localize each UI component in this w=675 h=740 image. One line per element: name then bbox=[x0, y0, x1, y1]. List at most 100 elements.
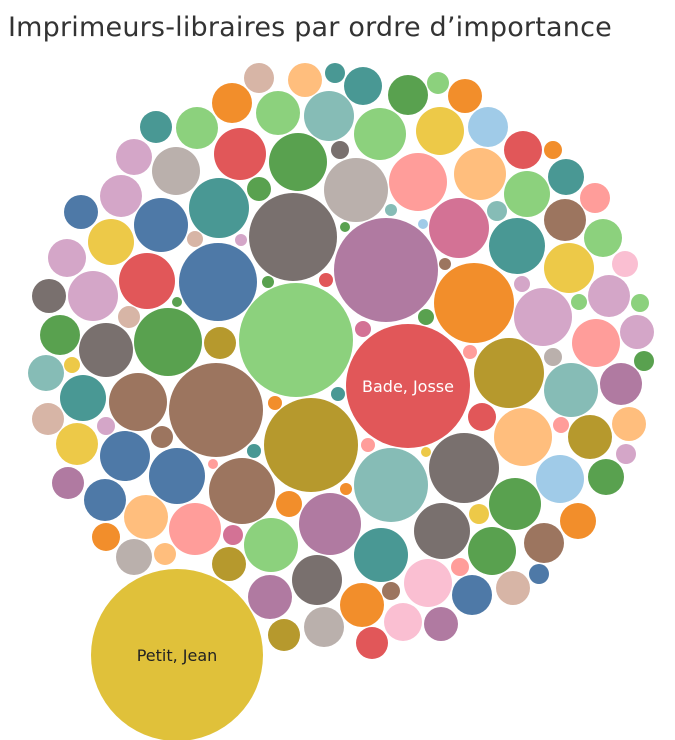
bubble bbox=[584, 219, 622, 257]
bubble bbox=[429, 433, 499, 503]
bubble bbox=[544, 348, 562, 366]
bubble bbox=[468, 107, 508, 147]
bubble bbox=[134, 198, 188, 252]
bubble bbox=[134, 308, 202, 376]
bubble bbox=[496, 571, 530, 605]
bubble bbox=[514, 276, 530, 292]
chart-title: Imprimeurs-libraires par ordre d’importa… bbox=[8, 12, 612, 43]
bubble bbox=[514, 288, 572, 346]
bubble bbox=[354, 528, 408, 582]
bubble-bade-josse bbox=[346, 324, 470, 448]
bubble bbox=[52, 467, 84, 499]
bubble bbox=[208, 459, 218, 469]
bubble bbox=[544, 363, 598, 417]
bubble bbox=[176, 107, 218, 149]
bubble bbox=[416, 107, 464, 155]
bubble bbox=[489, 218, 545, 274]
bubble bbox=[600, 363, 642, 405]
bubble bbox=[487, 201, 507, 221]
bubble bbox=[244, 518, 298, 572]
bubble bbox=[334, 218, 438, 322]
bubble bbox=[553, 417, 569, 433]
bubble bbox=[544, 199, 586, 241]
bubble bbox=[223, 525, 243, 545]
bubble bbox=[100, 431, 150, 481]
bubble bbox=[454, 148, 506, 200]
bubble bbox=[421, 447, 431, 457]
bubble bbox=[84, 479, 126, 521]
bubble bbox=[580, 183, 610, 213]
bubble bbox=[100, 175, 142, 217]
bubble bbox=[88, 219, 134, 265]
bubble bbox=[118, 306, 140, 328]
bubble bbox=[276, 491, 302, 517]
bubble bbox=[151, 426, 173, 448]
bubble bbox=[60, 375, 106, 421]
bubble bbox=[389, 153, 447, 211]
bubble bbox=[494, 408, 552, 466]
bubble bbox=[262, 276, 274, 288]
bubble bbox=[64, 357, 80, 373]
bubble bbox=[612, 251, 638, 277]
bubble bbox=[32, 403, 64, 435]
bubble bbox=[572, 319, 620, 367]
bubble bbox=[247, 444, 261, 458]
bubble bbox=[79, 323, 133, 377]
bubble bbox=[418, 309, 434, 325]
bubble bbox=[288, 63, 322, 97]
bubble bbox=[189, 178, 249, 238]
bubble bbox=[634, 351, 654, 371]
bubble bbox=[32, 279, 66, 313]
bubble bbox=[149, 448, 205, 504]
bubble bbox=[427, 72, 449, 94]
bubble bbox=[474, 338, 544, 408]
bubble bbox=[92, 523, 120, 551]
bubble bbox=[548, 159, 584, 195]
bubble bbox=[429, 198, 489, 258]
bubble bbox=[249, 193, 337, 281]
bubble bbox=[56, 423, 98, 465]
bubble bbox=[384, 603, 422, 641]
bubble bbox=[140, 111, 172, 143]
bubble bbox=[292, 555, 342, 605]
bubble bbox=[588, 459, 624, 495]
bubble bbox=[154, 543, 176, 565]
bubble bbox=[235, 234, 247, 246]
bubble bbox=[529, 564, 549, 584]
bubble bbox=[452, 575, 492, 615]
bubble bbox=[356, 627, 388, 659]
bubble bbox=[489, 478, 541, 530]
bubble bbox=[385, 204, 397, 216]
bubble bbox=[40, 315, 80, 355]
bubble bbox=[48, 239, 86, 277]
bubble bbox=[325, 63, 345, 83]
bubble bbox=[340, 222, 350, 232]
bubble bbox=[468, 527, 516, 575]
bubble bbox=[169, 363, 263, 457]
bubble bbox=[404, 559, 452, 607]
bubble bbox=[361, 438, 375, 452]
bubble bbox=[248, 575, 292, 619]
bubble bbox=[331, 141, 349, 159]
bubble bbox=[620, 315, 654, 349]
bubble bbox=[319, 273, 333, 287]
bubble bbox=[116, 539, 152, 575]
bubble bbox=[616, 444, 636, 464]
bubble bbox=[124, 495, 168, 539]
bubble bbox=[264, 398, 358, 492]
bubble bbox=[212, 547, 246, 581]
bubble bbox=[152, 147, 200, 195]
bubble bbox=[187, 231, 203, 247]
bubble-label: Bade, Josse bbox=[362, 377, 454, 396]
bubble bbox=[631, 294, 649, 312]
bubble bbox=[588, 275, 630, 317]
bubble bbox=[331, 387, 345, 401]
bubble bbox=[504, 171, 550, 217]
bubble bbox=[214, 128, 266, 180]
bubble bbox=[109, 373, 167, 431]
bubble bbox=[524, 523, 564, 563]
bubble bbox=[344, 67, 382, 105]
bubble bbox=[354, 108, 406, 160]
bubble bbox=[418, 219, 428, 229]
